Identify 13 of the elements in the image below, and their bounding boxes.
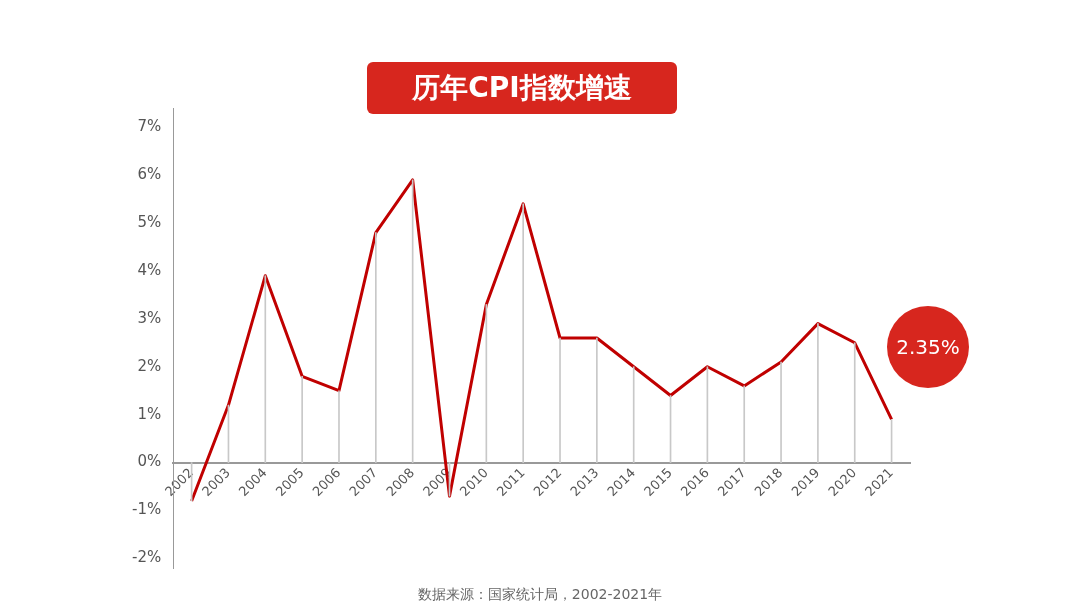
y-tick-label: 2% <box>137 356 162 375</box>
y-tick-label: 3% <box>137 308 162 327</box>
y-tick-label: 1% <box>137 404 162 423</box>
source-note: 数据来源：国家统计局，2002-2021年 <box>416 586 664 604</box>
y-tick-label: -2% <box>131 548 162 567</box>
y-tick-label: 5% <box>137 212 162 231</box>
title-banner: 历年CPI指数增速 <box>367 62 677 114</box>
y-tick-label: 6% <box>137 164 162 183</box>
y-tick-label: 0% <box>137 452 162 471</box>
y-tick-label: -1% <box>131 500 162 519</box>
y-tick-label: 4% <box>137 260 162 279</box>
badge-circle: 2.35% <box>887 306 969 388</box>
y-tick-label: 7% <box>137 117 162 136</box>
